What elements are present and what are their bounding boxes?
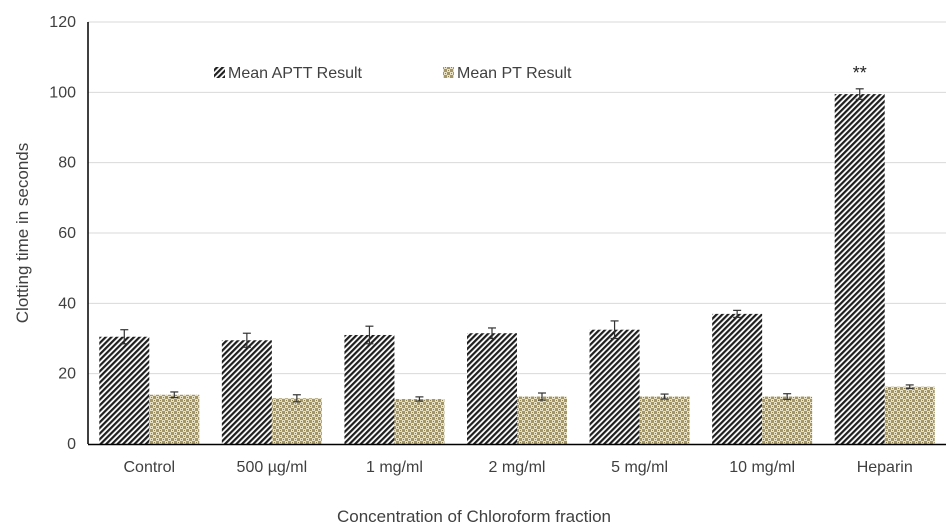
bar-pt [762,396,813,444]
x-tick-label: Control [123,459,175,476]
y-tick-label: 20 [58,366,76,383]
y-tick-label: 120 [49,14,76,31]
x-tick-label: 1 mg/ml [366,459,423,476]
legend-label-pt: Mean PT Result [457,65,572,82]
y-tick-label: 80 [58,155,76,172]
bar-aptt [467,333,517,444]
y-axis-ticks: 0 20 40 60 80 100 120 [49,14,76,453]
legend-swatch-pt [443,67,454,78]
x-tick-label: 500 µg/ml [237,459,308,476]
x-axis-title: Concentration of Chloroform fraction [337,507,611,526]
x-axis-ticks: Control 500 µg/ml 1 mg/ml 2 mg/ml 5 mg/ml 10 … [123,459,912,476]
bar-pt [884,386,935,444]
bars [99,94,935,444]
bar-aptt [589,329,640,444]
bar-pt [149,394,200,444]
y-tick-label: 0 [67,436,76,453]
legend: Mean APTT Result Mean PT Result [214,65,572,82]
bar-pt [639,396,690,444]
bar-aptt [834,94,885,444]
x-tick-label: 10 mg/ml [729,459,795,476]
error-bars [120,88,914,403]
bar-pt [394,398,445,444]
significance-marker: ** [853,63,867,83]
x-tick-label: Heparin [857,459,913,476]
legend-label-aptt: Mean APTT Result [228,65,363,82]
x-tick-label: 5 mg/ml [611,459,668,476]
y-tick-label: 60 [58,225,76,242]
annotations: ** [853,63,867,83]
x-tick-label: 2 mg/ml [489,459,546,476]
bar-aptt [99,336,150,444]
gridlines [88,21,946,375]
y-axis-title: Clotting time in seconds [13,143,32,323]
bar-aptt [221,340,272,444]
legend-swatch-aptt [214,67,225,78]
y-tick-label: 100 [49,84,76,101]
y-tick-label: 40 [58,295,76,312]
bar-aptt [712,313,763,444]
bar-pt [517,396,567,444]
bar-aptt [344,334,395,444]
bar-pt [271,398,322,444]
